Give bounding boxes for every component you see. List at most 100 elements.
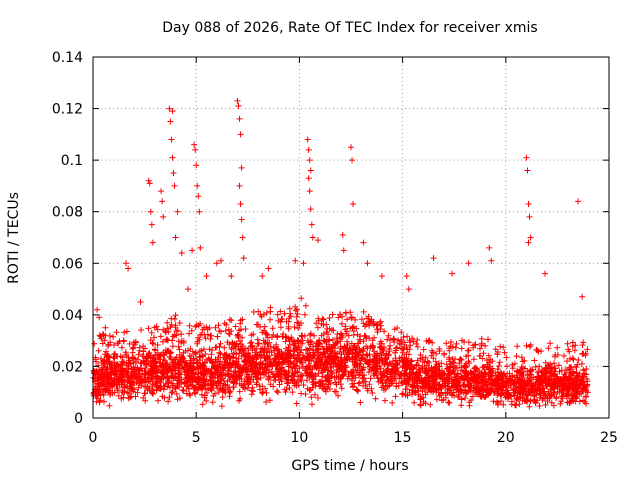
outlier-point (240, 255, 247, 262)
outlier-point (149, 239, 156, 246)
outlier-point (307, 206, 314, 213)
outlier-point (148, 221, 155, 228)
outlier-point (307, 167, 314, 174)
outlier-point (174, 208, 181, 215)
outlier-point (197, 244, 204, 251)
outlier-point (203, 273, 210, 280)
outlier-point (193, 162, 200, 169)
outlier-point (217, 257, 224, 264)
outlier-point (239, 234, 246, 241)
y-tick-label: 0.14 (52, 50, 83, 66)
outlier-point (306, 157, 313, 164)
outlier-point (102, 324, 109, 331)
y-tick-label: 0.02 (52, 359, 83, 375)
outlier-point (146, 180, 153, 187)
outlier-point (403, 273, 410, 280)
outlier-point (364, 260, 371, 267)
outlier-point (236, 115, 243, 122)
outlier-point (172, 234, 179, 241)
outlier-point (213, 260, 220, 267)
outlier-point (189, 247, 196, 254)
outlier-point (579, 293, 586, 300)
outlier-point (235, 102, 242, 109)
outlier-point (542, 270, 549, 277)
outlier-point (465, 260, 472, 267)
outlier-point (236, 182, 243, 189)
outlier-point (160, 213, 167, 220)
outlier-point (228, 273, 235, 280)
outlier-point (237, 131, 244, 138)
outlier-point (158, 188, 165, 195)
x-tick-label: 10 (290, 430, 308, 446)
outlier-point (265, 265, 272, 272)
outlier-point (348, 144, 354, 151)
axis-ticks: 0 5 10 15 20 25 0 0.02 0.04 0.06 0.08 0.1 0.12 0.14 (52, 50, 618, 446)
outlier-point (194, 182, 201, 189)
x-tick-label: 25 (600, 430, 618, 446)
outlier-point (339, 231, 346, 238)
x-axis-label: GPS time / hours (291, 458, 408, 474)
outlier-point (314, 237, 321, 244)
outlier-point (300, 260, 307, 267)
outlier-point (196, 208, 203, 215)
outlier-point (169, 108, 176, 115)
y-tick-label: 0.12 (52, 102, 83, 118)
outlier-point (575, 198, 582, 205)
outlier-point (166, 105, 173, 112)
outlier-point (527, 234, 534, 241)
data-points (90, 97, 591, 410)
outlier-point (292, 257, 299, 264)
outlier-point (145, 177, 152, 184)
x-tick-label: 20 (497, 430, 515, 446)
outlier-point (125, 265, 132, 272)
outlier-point (305, 146, 312, 153)
outlier-point (137, 298, 144, 305)
outlier-point (234, 97, 241, 104)
outlier-point (259, 273, 266, 280)
dense-data-points (90, 295, 591, 410)
outlier-point (168, 136, 175, 143)
outlier-point (169, 154, 176, 161)
outlier-point (525, 200, 532, 207)
outlier-point (486, 244, 493, 251)
y-tick-label: 0 (74, 411, 83, 427)
outlier-point (309, 234, 316, 241)
chart-title: Day 088 of 2026, Rate Of TEC Index for r… (162, 20, 537, 36)
outlier-point (378, 273, 385, 280)
outlier-point (238, 164, 245, 171)
outlier-point (167, 118, 174, 125)
outlier-point (360, 239, 367, 246)
outlier-point (524, 167, 531, 174)
outlier-point (525, 239, 532, 246)
y-tick-label: 0.08 (52, 205, 83, 221)
outlier-point (306, 188, 313, 195)
outlier-point (488, 257, 495, 264)
outlier-point (305, 175, 312, 182)
outlier-point (159, 198, 166, 205)
outlier-point (350, 200, 357, 207)
outlier-point (449, 270, 456, 277)
x-tick-label: 15 (394, 430, 412, 446)
outlier-point (340, 247, 347, 254)
outlier-point (430, 255, 437, 262)
y-tick-label: 0.1 (61, 153, 83, 169)
outlier-point (178, 249, 185, 256)
outlier-point (191, 141, 198, 148)
outlier-point (171, 182, 178, 189)
outlier-point (523, 154, 530, 161)
y-axis-label: ROTI / TECUs (6, 192, 22, 284)
outlier-point (237, 200, 244, 207)
y-tick-label: 0.06 (52, 256, 83, 272)
outlier-point (184, 286, 191, 293)
y-tick-label: 0.04 (52, 308, 83, 324)
outlier-point (308, 221, 315, 228)
outlier-point (147, 208, 154, 215)
outlier-point (123, 260, 130, 267)
outlier-point (304, 136, 311, 143)
x-tick-label: 0 (89, 430, 98, 446)
plot-border (92, 56, 610, 419)
outlier-point (195, 193, 202, 200)
outlier-point (238, 216, 245, 223)
outlier-point (349, 157, 356, 164)
